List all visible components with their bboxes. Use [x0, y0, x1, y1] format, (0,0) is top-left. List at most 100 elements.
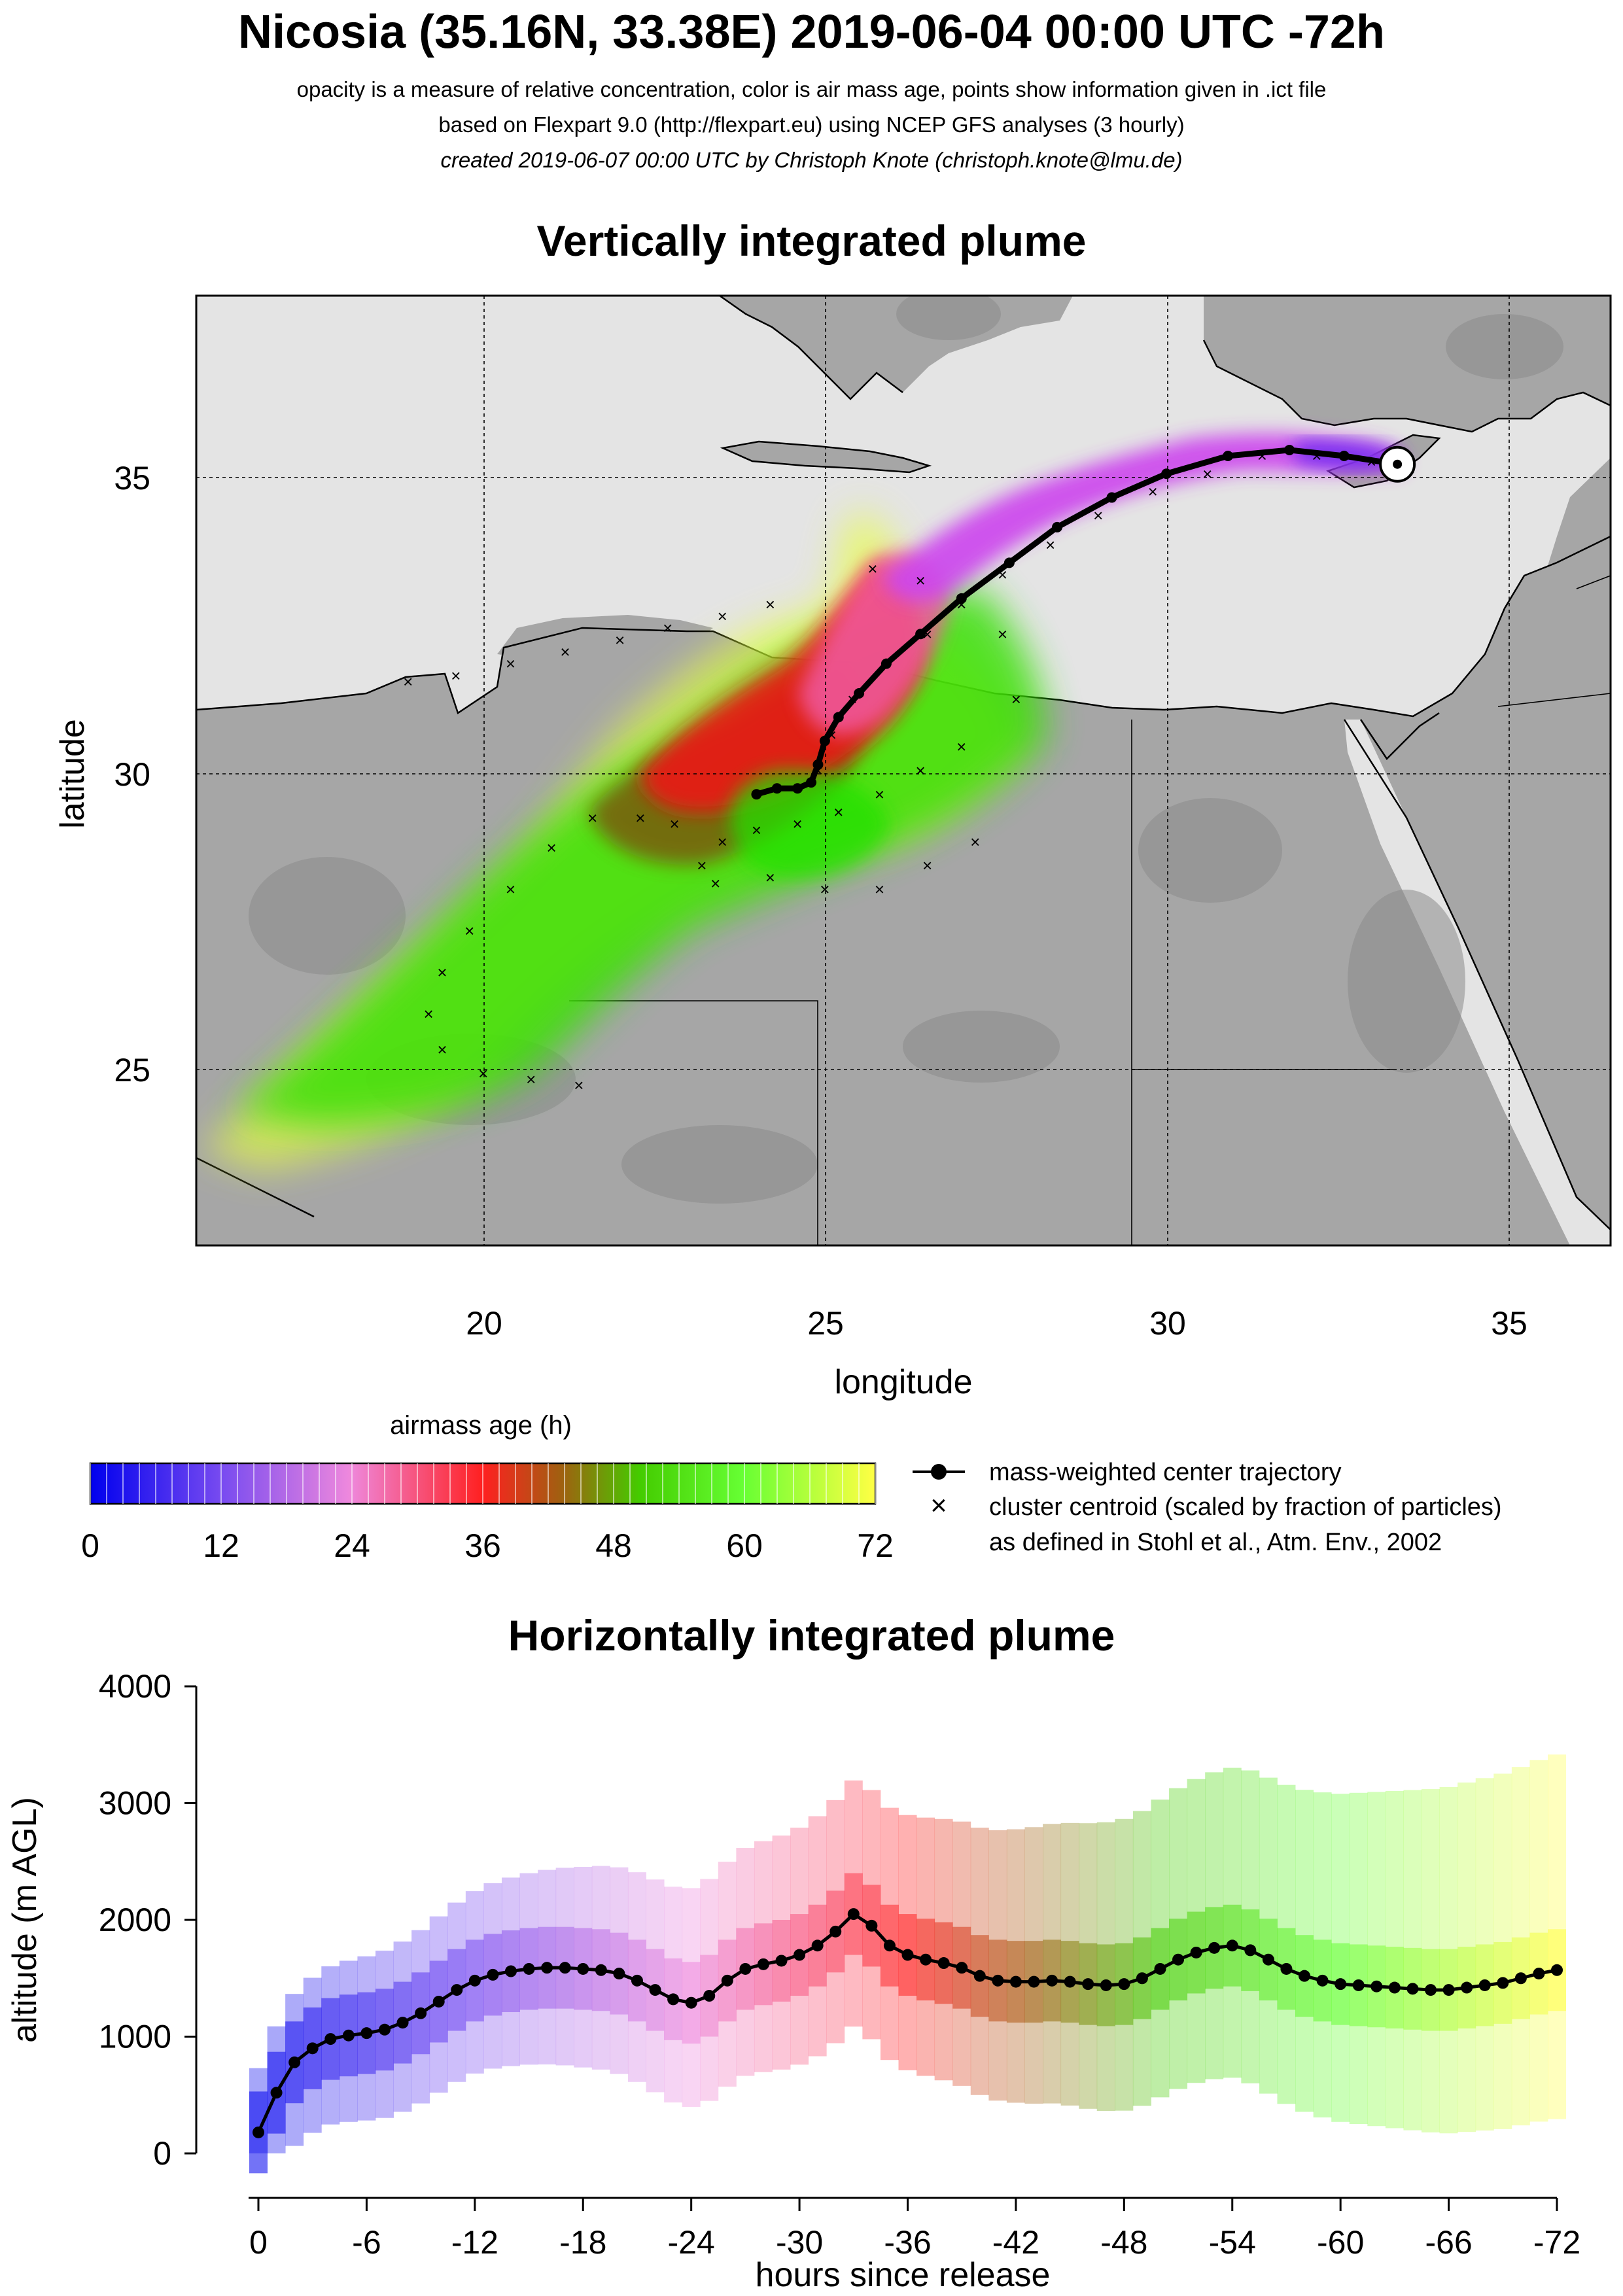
profile-y-tick-label: 3000	[99, 1785, 171, 1822]
red-sea	[1344, 720, 1611, 1245]
profile-x-tick-label: -42	[992, 2224, 1039, 2261]
map-frame	[195, 294, 1612, 1247]
trajectory-point	[881, 658, 892, 669]
altitude-point	[1082, 1978, 1094, 1991]
altitude-point	[1136, 1972, 1148, 1985]
altitude-point	[1461, 1981, 1473, 1994]
altitude-point	[685, 1996, 697, 2009]
cluster-centroid: ×	[424, 1004, 434, 1024]
altitude-point	[829, 1925, 842, 1938]
trajectory-point	[806, 777, 816, 788]
altitude-point	[253, 2126, 264, 2138]
cyrenaica-coast	[497, 615, 713, 667]
cluster-centroid: ×	[506, 880, 515, 899]
altitude-point	[1046, 1974, 1058, 1987]
cluster-centroid: ×	[635, 809, 645, 828]
altitude-point	[1280, 1962, 1293, 1975]
altitude-point	[270, 2087, 283, 2099]
profile-x-tick-label: -12	[451, 2224, 498, 2261]
cluster-centroid: ×	[875, 784, 884, 804]
altitude-point	[901, 1949, 914, 1961]
profile-x-tick-label: -30	[776, 2224, 823, 2261]
map-y-tick-label: 30	[114, 756, 150, 793]
altitude-point	[1208, 1941, 1221, 1954]
subtitle-created: created 2019-06-07 00:00 UTC by Christop…	[440, 148, 1183, 172]
age-tick-label: 0	[81, 1527, 99, 1564]
profile-x-ticks: 0 -6 -12 -18 -24 -30 -36 -42 -48 -54 -60 -66 -72	[249, 2198, 1580, 2261]
subtitle-model: based on Flexpart 9.0 (http://flexpart.e…	[438, 113, 1185, 137]
profile-y-tick-label: 4000	[99, 1668, 171, 1705]
map-y-tick-label: 35	[114, 460, 150, 496]
age-tick-label: 12	[203, 1527, 239, 1564]
cluster-centroid: ×	[765, 867, 775, 887]
altitude-point	[1533, 1968, 1545, 1980]
altitude-point	[541, 1962, 553, 1974]
altitude-point	[451, 1984, 463, 1996]
profile-x-tick-label: -24	[668, 2224, 715, 2261]
altitude-point	[468, 1974, 481, 1987]
map-grid	[196, 296, 1611, 1245]
altitude-point	[1118, 1978, 1130, 1991]
plume-green-loop	[730, 771, 890, 878]
trajectory-point	[771, 783, 782, 794]
levant-landmass	[1498, 458, 1611, 733]
trajectory-point	[1223, 451, 1234, 462]
altitude-point	[378, 2023, 391, 2036]
profile-x-tick-label: -36	[884, 2224, 931, 2261]
altitude-point	[811, 1939, 824, 1952]
altitude-point	[956, 1962, 968, 1974]
altitude-point	[1064, 1975, 1076, 1988]
cluster-centroid: ×	[922, 856, 932, 875]
map-x-tick-label: 25	[807, 1305, 844, 1342]
map-chart: ××××××××××××××××××××××××××× ×× ×××××××××××…	[54, 294, 1612, 1401]
altitude-point	[1154, 1962, 1166, 1975]
profile-y-tick-label: 2000	[99, 1902, 171, 1938]
altitude-point	[667, 1993, 680, 2006]
cluster-centroid: ×	[1257, 446, 1267, 466]
altitude-point	[973, 1970, 986, 1982]
altitude-point	[1425, 1984, 1437, 1996]
cluster-centroid: ×	[464, 921, 474, 941]
altitude-point	[1262, 1953, 1274, 1966]
cluster-centroid: ×	[526, 1070, 536, 1089]
cluster-centroid: ×	[752, 820, 761, 840]
cluster-legend-label: cluster centroid (scaled by fraction of …	[989, 1493, 1502, 1521]
profile-x-tick-label: -54	[1209, 2224, 1256, 2261]
cluster-centroid: ×	[437, 1040, 447, 1060]
subtitle-opacity: opacity is a measure of relative concent…	[296, 77, 1327, 101]
cluster-centroid: ×	[710, 873, 720, 893]
altitude-point	[794, 1949, 806, 1961]
altitude-point	[360, 2027, 373, 2040]
trajectory-point	[1161, 468, 1172, 479]
altitude-point	[1551, 1964, 1563, 1976]
cluster-centroid: ×	[833, 803, 843, 822]
age-tick-label: 36	[464, 1527, 501, 1564]
trajectory-point	[956, 593, 967, 604]
trajectory-point	[1106, 492, 1117, 503]
trajectory-point	[819, 735, 830, 746]
trajectory-point	[1052, 521, 1062, 532]
altitude-point	[1244, 1944, 1257, 1957]
cluster-centroid: ×	[697, 856, 707, 875]
profile-x-tick-label: -72	[1533, 2224, 1580, 2261]
trajectory-point	[792, 783, 803, 794]
cluster-centroid: ×	[875, 880, 884, 899]
cluster-centroid: ×	[574, 1075, 584, 1095]
plume-altitude-bands	[249, 1754, 1566, 2174]
altitude-point	[739, 1962, 752, 1975]
cluster-centroid: ×	[1148, 481, 1158, 501]
profile-y-tick-label: 1000	[99, 2019, 171, 2055]
trajectory-legend-label: mass-weighted center trajectory	[989, 1459, 1342, 1486]
altitude-point	[1497, 1977, 1509, 1989]
altitude-point	[1388, 1981, 1401, 1994]
altitude-point	[595, 1964, 607, 1976]
altitude-point	[577, 1962, 589, 1975]
altitude-point	[775, 1955, 788, 1967]
trajectory-point	[1284, 444, 1295, 455]
cluster-centroid: ×	[956, 737, 966, 757]
altitude-point	[396, 2017, 409, 2029]
trajectory-point	[1003, 557, 1015, 568]
altitude-point	[1316, 1974, 1329, 1987]
altitude-point	[288, 2056, 301, 2068]
altitude-point	[721, 1974, 733, 1987]
